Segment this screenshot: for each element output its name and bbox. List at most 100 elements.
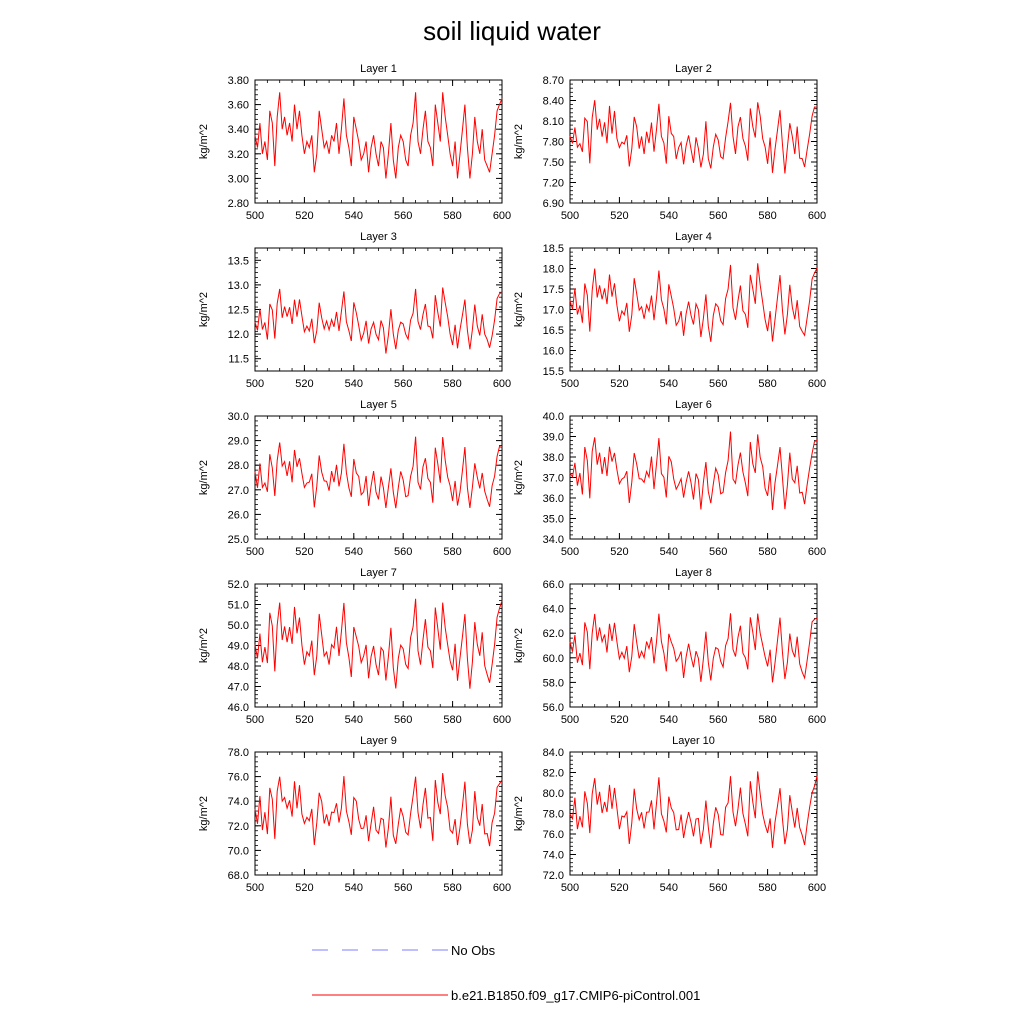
plot-frame — [569, 247, 818, 372]
y-axis-label: kg/m^2 — [513, 460, 525, 495]
y-tick-label: 76.0 — [543, 829, 564, 841]
panel-title: Layer 1 — [360, 63, 397, 75]
panel-7: Layer 7 kg/m^2 500 520 540 560 580 600 46.0 47.0 4… — [198, 567, 511, 726]
x-tick-label: 580 — [443, 882, 461, 894]
y-tick-label: 30.0 — [228, 411, 249, 423]
y-tick-label: 13.5 — [228, 255, 249, 267]
series-line-model — [254, 436, 503, 509]
y-tick-label: 7.80 — [543, 137, 564, 149]
series-line-model — [254, 772, 503, 848]
y-tick-label: 7.20 — [543, 178, 564, 190]
y-tick-label: 3.20 — [228, 149, 249, 161]
y-tick-label: 26.0 — [228, 509, 249, 521]
y-tick-label: 18.5 — [543, 243, 564, 255]
x-tick-label: 500 — [561, 882, 579, 894]
y-axis-label: kg/m^2 — [198, 124, 210, 159]
x-tick-label: 600 — [808, 546, 826, 558]
x-tick-label: 560 — [709, 378, 727, 390]
plot-frame — [569, 415, 818, 540]
y-tick-label: 82.0 — [543, 768, 564, 780]
y-tick-label: 40.0 — [543, 411, 564, 423]
x-tick-label: 520 — [295, 210, 313, 222]
y-tick-label: 3.00 — [228, 173, 249, 185]
y-tick-label: 56.0 — [543, 702, 564, 714]
x-tick-label: 540 — [345, 546, 363, 558]
x-tick-label: 600 — [808, 210, 826, 222]
x-tick-label: 600 — [493, 210, 511, 222]
series-line-model — [569, 100, 818, 174]
y-tick-label: 8.10 — [543, 116, 564, 128]
y-tick-label: 6.90 — [543, 198, 564, 210]
y-tick-label: 39.0 — [543, 432, 564, 444]
x-tick-label: 500 — [561, 714, 579, 726]
x-tick-label: 520 — [610, 714, 628, 726]
y-tick-label: 29.0 — [228, 436, 249, 448]
y-tick-label: 34.0 — [543, 534, 564, 546]
y-tick-label: 3.40 — [228, 124, 249, 136]
x-tick-label: 560 — [709, 882, 727, 894]
x-tick-label: 580 — [443, 378, 461, 390]
y-tick-label: 84.0 — [543, 747, 564, 759]
panel-title: Layer 10 — [672, 735, 715, 747]
y-tick-label: 16.0 — [543, 346, 564, 358]
series-line-model — [569, 613, 818, 683]
x-tick-label: 540 — [660, 714, 678, 726]
x-tick-label: 500 — [246, 882, 264, 894]
plot-frame — [569, 751, 818, 876]
y-tick-label: 12.0 — [228, 329, 249, 341]
x-tick-label: 540 — [345, 882, 363, 894]
x-tick-label: 560 — [709, 714, 727, 726]
y-tick-label: 52.0 — [228, 579, 249, 591]
panel-title: Layer 7 — [360, 567, 397, 579]
y-tick-label: 74.0 — [543, 850, 564, 862]
y-tick-label: 38.0 — [543, 452, 564, 464]
y-tick-label: 15.5 — [543, 366, 564, 378]
panel-10: Layer 10 kg/m^2 500 520 540 560 580 600 72.0 74.0… — [513, 735, 826, 894]
panel-title: Layer 5 — [360, 399, 397, 411]
y-tick-label: 7.50 — [543, 157, 564, 169]
y-tick-label: 66.0 — [543, 579, 564, 591]
y-axis-label: kg/m^2 — [198, 796, 210, 831]
y-tick-label: 62.0 — [543, 628, 564, 640]
y-axis-label: kg/m^2 — [513, 292, 525, 327]
x-tick-label: 600 — [493, 882, 511, 894]
y-tick-label: 72.0 — [543, 870, 564, 882]
y-axis-label: kg/m^2 — [198, 628, 210, 663]
x-tick-label: 520 — [295, 714, 313, 726]
panel-9: Layer 9 kg/m^2 500 520 540 560 580 600 68.0 70.0 7… — [198, 735, 511, 894]
x-tick-label: 580 — [758, 378, 776, 390]
x-tick-label: 580 — [758, 714, 776, 726]
y-tick-label: 17.0 — [543, 305, 564, 317]
x-tick-label: 560 — [394, 882, 412, 894]
x-tick-label: 520 — [610, 546, 628, 558]
x-tick-label: 500 — [246, 378, 264, 390]
panel-4: Layer 4 kg/m^2 500 520 540 560 580 600 15.5 16.0 1… — [513, 231, 826, 390]
y-tick-label: 28.0 — [228, 460, 249, 472]
y-tick-label: 74.0 — [228, 796, 249, 808]
x-tick-label: 540 — [345, 714, 363, 726]
y-tick-label: 11.5 — [228, 354, 249, 366]
x-tick-label: 540 — [660, 210, 678, 222]
y-tick-label: 27.0 — [228, 485, 249, 497]
panel-title: Layer 2 — [675, 63, 712, 75]
x-tick-label: 520 — [295, 378, 313, 390]
panel-1: Layer 1 kg/m^2 500 520 540 560 580 600 2.80 3.00 3… — [198, 63, 511, 222]
panel-3: Layer 3 kg/m^2 500 520 540 560 580 600 11.5 12.0 1… — [198, 231, 511, 390]
x-tick-label: 560 — [394, 378, 412, 390]
x-tick-label: 600 — [808, 882, 826, 894]
y-axis-label: kg/m^2 — [513, 124, 525, 159]
x-tick-label: 600 — [808, 378, 826, 390]
x-tick-label: 560 — [709, 546, 727, 558]
x-tick-label: 540 — [660, 546, 678, 558]
y-tick-label: 8.40 — [543, 96, 564, 108]
x-tick-label: 540 — [660, 882, 678, 894]
panel-2: Layer 2 kg/m^2 500 520 540 560 580 600 6.90 7.20 7… — [513, 63, 826, 222]
figure-title: soil liquid water — [423, 16, 601, 46]
x-tick-label: 560 — [709, 210, 727, 222]
y-tick-label: 60.0 — [543, 653, 564, 665]
panel-title: Layer 8 — [675, 567, 712, 579]
x-tick-label: 560 — [394, 714, 412, 726]
y-tick-label: 17.5 — [543, 284, 564, 296]
panels-group: Layer 1 kg/m^2 500 520 540 560 580 600 2.80 3.00 3… — [198, 63, 826, 894]
